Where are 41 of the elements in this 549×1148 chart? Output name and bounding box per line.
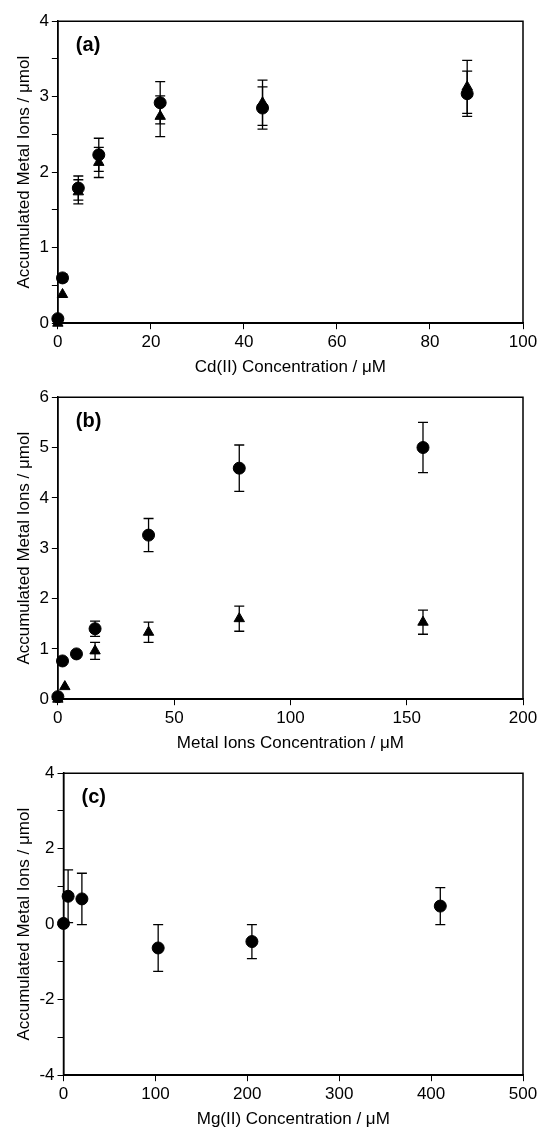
x-tick-label: 20 <box>141 332 161 352</box>
y-tick-label: 0 <box>45 913 55 933</box>
annotation: (c) <box>81 784 106 807</box>
y-axis-title: Accumulated Metal Ions / μmol <box>13 431 33 665</box>
annotation: (a) <box>75 32 101 55</box>
y-tick-label: 2 <box>39 588 49 608</box>
y-tick-label: 0 <box>39 688 49 708</box>
y-tick-label: 3 <box>39 537 49 557</box>
x-axis-title: Metal Ions Concentration / μM <box>176 733 404 753</box>
y-tick-label: -2 <box>39 989 55 1009</box>
y-tick-label: 4 <box>39 10 49 30</box>
y-axis-title: Accumulated Metal Ions / μmol <box>13 55 33 289</box>
annotation: (b) <box>75 408 102 431</box>
x-tick-label: 100 <box>141 1084 170 1104</box>
x-axis-title: Cd(II) Concentration / μM <box>194 357 387 377</box>
y-tick-label: 6 <box>39 386 49 406</box>
x-tick-label: 200 <box>233 1084 262 1104</box>
x-tick-label: 400 <box>416 1084 446 1104</box>
x-tick-label: 200 <box>508 708 538 728</box>
x-tick-label: 300 <box>325 1084 354 1104</box>
y-tick-label: 3 <box>39 86 49 106</box>
y-tick-label: 4 <box>39 487 49 507</box>
y-tick-label: 1 <box>39 237 49 257</box>
y-tick-label: 2 <box>39 161 49 181</box>
x-tick-label: 0 <box>58 1084 69 1104</box>
y-tick-label: 4 <box>45 762 55 782</box>
x-tick-label: 60 <box>327 332 347 352</box>
y-tick-label: 5 <box>39 437 49 457</box>
x-tick-label: 100 <box>276 708 305 728</box>
y-tick-label: 1 <box>39 638 49 658</box>
x-tick-label: 100 <box>508 332 538 352</box>
x-axis-title: Mg(II) Concentration / μM <box>196 1109 390 1129</box>
x-tick-label: 150 <box>392 708 421 728</box>
y-tick-label: 0 <box>39 312 49 332</box>
x-tick-label: 40 <box>234 332 254 352</box>
y-tick-label: 2 <box>45 838 55 858</box>
x-tick-label: 80 <box>420 332 440 352</box>
y-axis-title: Accumulated Metal Ions / μmol <box>13 807 33 1041</box>
y-tick-label: -4 <box>39 1064 55 1084</box>
x-tick-label: 50 <box>164 708 184 728</box>
x-tick-label: 500 <box>508 1084 538 1104</box>
